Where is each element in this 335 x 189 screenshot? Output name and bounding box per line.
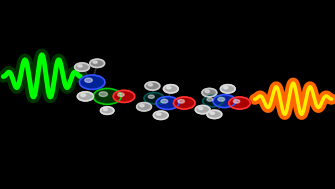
Circle shape	[154, 112, 169, 120]
Circle shape	[233, 99, 240, 103]
Circle shape	[77, 92, 93, 101]
Circle shape	[218, 97, 225, 101]
Circle shape	[140, 104, 144, 107]
Circle shape	[208, 111, 222, 119]
Circle shape	[101, 107, 115, 115]
Circle shape	[174, 97, 195, 109]
Circle shape	[148, 84, 152, 86]
Circle shape	[202, 88, 217, 97]
Circle shape	[81, 94, 85, 96]
Circle shape	[99, 92, 108, 97]
Circle shape	[203, 95, 223, 107]
Circle shape	[93, 88, 121, 104]
Circle shape	[137, 103, 152, 111]
Circle shape	[230, 98, 251, 110]
Circle shape	[156, 97, 179, 109]
Circle shape	[145, 93, 165, 104]
Circle shape	[164, 85, 179, 93]
Circle shape	[93, 61, 97, 63]
Circle shape	[85, 78, 92, 82]
Circle shape	[75, 63, 90, 72]
Circle shape	[113, 90, 135, 102]
Circle shape	[114, 91, 136, 103]
Circle shape	[198, 107, 203, 110]
Circle shape	[153, 111, 168, 119]
Circle shape	[78, 92, 94, 101]
Circle shape	[178, 99, 185, 103]
Circle shape	[100, 107, 114, 114]
Circle shape	[221, 85, 236, 93]
Circle shape	[163, 85, 178, 93]
Circle shape	[144, 93, 164, 104]
Circle shape	[161, 99, 168, 103]
Circle shape	[203, 96, 223, 107]
Circle shape	[78, 65, 82, 67]
Circle shape	[213, 95, 236, 108]
Circle shape	[157, 97, 180, 110]
Circle shape	[207, 110, 222, 119]
Circle shape	[175, 98, 196, 110]
Circle shape	[166, 86, 171, 89]
Circle shape	[75, 63, 89, 71]
Circle shape	[196, 106, 211, 114]
Circle shape	[146, 82, 160, 91]
Circle shape	[148, 95, 154, 98]
Circle shape	[220, 85, 235, 93]
Circle shape	[195, 105, 210, 114]
Circle shape	[103, 108, 107, 111]
Circle shape	[207, 98, 213, 101]
Circle shape	[90, 59, 105, 67]
Circle shape	[90, 60, 105, 68]
Circle shape	[118, 93, 124, 97]
Circle shape	[229, 97, 250, 109]
Circle shape	[205, 90, 209, 93]
Circle shape	[214, 95, 237, 108]
Circle shape	[94, 89, 122, 105]
Circle shape	[80, 76, 106, 90]
Circle shape	[210, 112, 214, 114]
Circle shape	[156, 113, 161, 115]
Circle shape	[137, 103, 151, 111]
Circle shape	[145, 82, 160, 90]
Circle shape	[79, 75, 105, 89]
Circle shape	[223, 86, 228, 89]
Circle shape	[203, 89, 217, 97]
